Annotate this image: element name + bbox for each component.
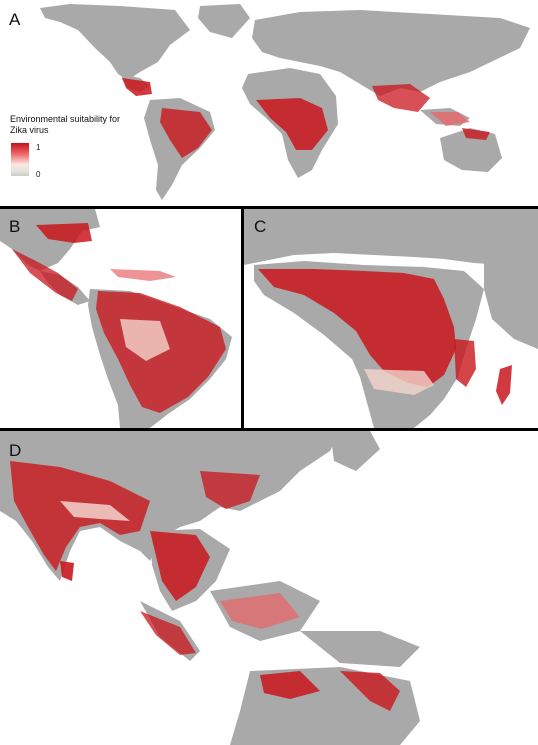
panel-d-asia-pacific-map: D	[0, 431, 538, 745]
panel-a-label: A	[9, 10, 21, 29]
divider-horizontal-bottom	[0, 428, 538, 431]
world-map	[40, 4, 530, 200]
asia-pacific-map	[0, 431, 420, 745]
legend-min-label: 0	[36, 170, 41, 179]
africa-map	[244, 209, 538, 428]
panel-d-label: D	[9, 441, 22, 460]
panel-c-africa-map: C	[244, 209, 538, 428]
divider-vertical	[241, 209, 244, 428]
panel-b-label: B	[9, 217, 21, 236]
legend: Environmental suitability for Zika virus	[10, 114, 130, 136]
legend-max-label: 1	[36, 143, 41, 152]
legend-title-line-2: Zika virus	[10, 125, 49, 135]
panel-c-label: C	[254, 217, 267, 236]
divider-horizontal-top	[0, 206, 538, 209]
legend-color-bar	[11, 143, 29, 176]
panel-a-world-map: A Environmental suitability for Zika vir…	[0, 0, 538, 206]
legend-title-line-1: Environmental suitability for	[10, 114, 121, 124]
panel-b-americas-map: B	[0, 209, 241, 428]
americas-map	[0, 209, 232, 428]
